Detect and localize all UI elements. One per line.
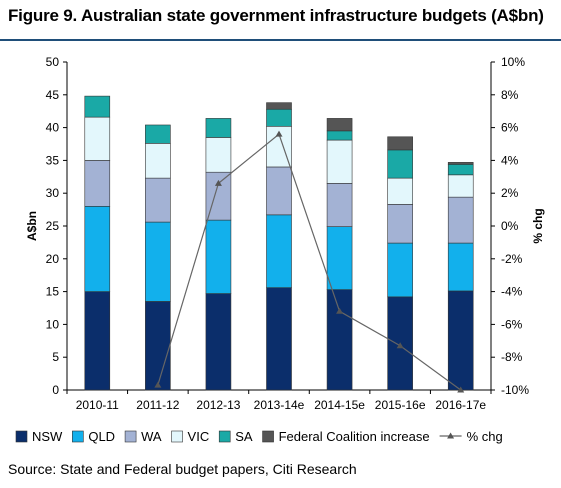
bar-segment [205, 137, 232, 173]
pct-change-line [157, 133, 462, 391]
legend-swatch [218, 430, 231, 443]
bar-segment [447, 290, 474, 391]
bar-segment [387, 149, 413, 179]
bar-segment [266, 108, 292, 127]
legend-swatch [171, 430, 183, 443]
bar-segment [326, 183, 353, 227]
x-tick-label: 2010-11 [76, 398, 119, 412]
bar-segment [145, 177, 171, 223]
bar-segment [447, 162, 474, 165]
bar-segment [84, 291, 111, 391]
legend-swatch [72, 430, 84, 443]
x-tick-label: 2013-14e [254, 398, 305, 412]
y-tick-label: 0 [52, 383, 59, 397]
legend-label: NSW [32, 429, 63, 444]
bar-segment [205, 118, 232, 138]
y2-tick-label: -2% [501, 252, 523, 266]
bar-segment [145, 143, 171, 179]
pct-change-marker [214, 179, 222, 186]
y-tick-label: 45 [46, 88, 60, 102]
pct-change-marker [336, 307, 344, 314]
bar-segment [326, 130, 353, 141]
y2-tick-label: 0% [501, 219, 519, 233]
bar-segment [266, 102, 292, 110]
y-tick-label: 50 [46, 55, 60, 69]
bar-segment [326, 139, 353, 184]
y-tick-label: 10 [46, 317, 60, 331]
bar-segment [387, 242, 413, 298]
y-tick-label: 5 [52, 350, 59, 364]
x-tick-label: 2016-17e [435, 398, 486, 412]
bar-segment [266, 214, 292, 288]
bar-segment [84, 95, 111, 118]
y-tick-label: 25 [46, 219, 60, 233]
bar-segment [326, 118, 353, 132]
x-tick-label: 2011-12 [136, 398, 179, 412]
legend-swatch [124, 430, 137, 443]
legend-label: Federal Coalition increase [279, 429, 430, 444]
legend-label: WA [141, 429, 162, 444]
bar-segment [447, 242, 474, 292]
y2-tick-label: -6% [501, 317, 523, 331]
bar-segment [84, 160, 111, 207]
pct-change-marker [457, 386, 465, 393]
bar-segment [84, 206, 111, 292]
bar-segment [205, 219, 232, 294]
y-tick-label: 35 [46, 153, 60, 167]
bar-segment [145, 301, 171, 391]
y2-tick-label: 8% [501, 88, 519, 102]
y-axis-label: A$bn [25, 211, 39, 241]
pct-change-marker [275, 130, 283, 137]
bar-segment [387, 177, 413, 205]
bar-segment [205, 293, 232, 391]
x-tick-label: 2014-15e [314, 398, 365, 412]
bar-segment [145, 221, 171, 302]
legend-label: QLD [88, 429, 115, 444]
y-tick-label: 15 [46, 285, 60, 299]
legend-line-marker [447, 432, 455, 439]
y2-axis-label: % chg [531, 208, 545, 243]
bar-segment [447, 174, 474, 198]
pct-change-marker [154, 381, 162, 388]
y2-tick-label: 4% [501, 153, 519, 167]
legend-label: SA [235, 429, 253, 444]
y2-tick-label: -8% [501, 350, 523, 364]
y-tick-label: 40 [46, 121, 60, 135]
x-tick-label: 2015-16e [375, 398, 426, 412]
y2-tick-label: -10% [501, 383, 529, 397]
source-note: Source: State and Federal budget papers,… [8, 461, 357, 477]
title-divider [0, 39, 561, 41]
legend-label: VIC [188, 429, 210, 444]
legend-swatch [15, 430, 28, 443]
y2-tick-label: 2% [501, 186, 519, 200]
figure-title: Figure 9. Australian state government in… [8, 6, 544, 25]
bar-segment [84, 116, 111, 161]
bar-segment [387, 204, 413, 244]
bar-segment [145, 124, 171, 144]
y2-tick-label: 6% [501, 121, 519, 135]
bar-segment [447, 196, 474, 244]
legend-swatch [262, 430, 274, 443]
bar-segment [447, 164, 474, 176]
bar-segment [266, 166, 292, 216]
legend-label: % chg [467, 429, 503, 444]
y2-tick-label: 10% [501, 55, 525, 69]
y-tick-label: 20 [46, 252, 60, 266]
bar-segment [326, 289, 353, 391]
bar-segment [387, 136, 413, 151]
y2-tick-label: -4% [501, 285, 523, 299]
x-tick-label: 2012-13 [196, 398, 240, 412]
bar-segment [266, 287, 292, 391]
bar-segment [326, 226, 353, 290]
pct-change-marker [396, 342, 404, 349]
y-tick-label: 30 [46, 186, 60, 200]
